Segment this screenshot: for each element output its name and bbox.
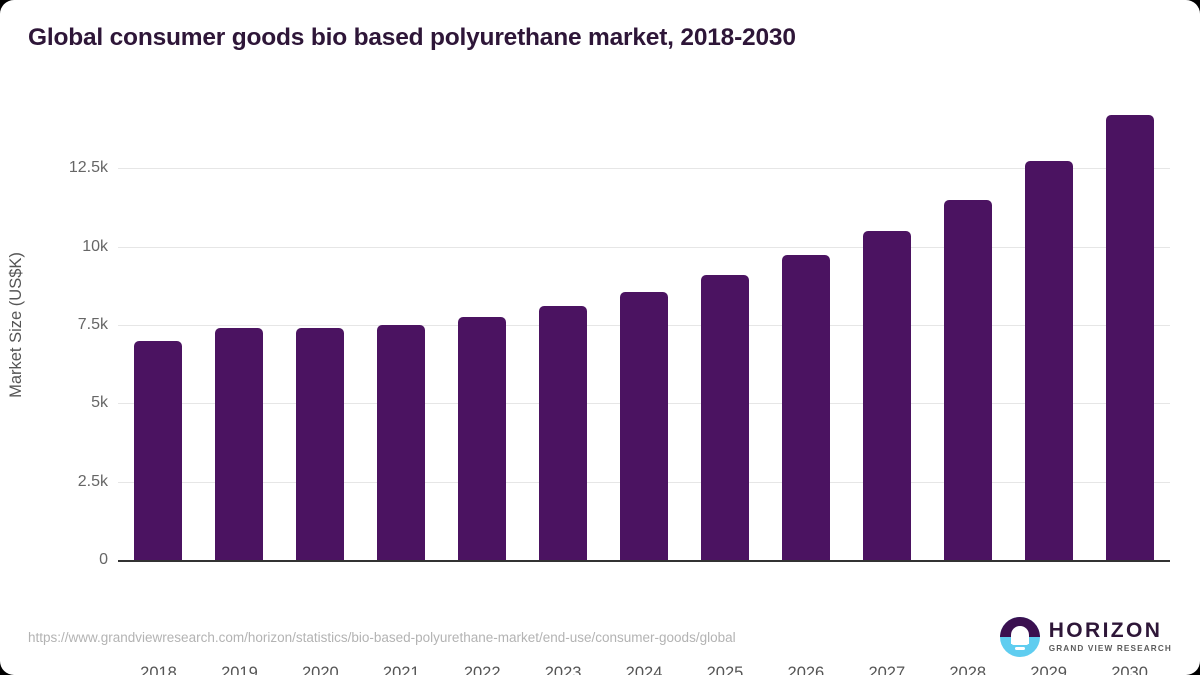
x-tick-label-2022: 2022: [463, 664, 501, 675]
x-tick-label-2023: 2023: [544, 664, 582, 675]
y-tick-label: 12.5k: [68, 159, 108, 177]
logo-name: HORIZON: [1048, 619, 1163, 643]
y-tick-label: 7.5k: [77, 316, 108, 333]
logo-text-block: HORIZON GRAND VIEW RESEARCH: [1049, 620, 1172, 653]
source-url[interactable]: https://www.grandviewresearch.com/horizo…: [28, 630, 736, 645]
logo-line-lower: [1014, 647, 1025, 650]
gridline: [118, 168, 1170, 170]
x-tick-label-2020: 2020: [301, 664, 339, 675]
x-axis-line: [118, 560, 1170, 562]
x-tick-label-2026: 2026: [787, 664, 825, 675]
logo-line-upper: [1011, 642, 1028, 645]
bar-2019[interactable]: [215, 328, 264, 560]
bar-2021[interactable]: [377, 325, 426, 560]
bar-2020[interactable]: [296, 328, 345, 560]
horizon-logo: HORIZON GRAND VIEW RESEARCH: [999, 616, 1172, 658]
gridline: [118, 246, 1170, 248]
bar-2023[interactable]: [539, 306, 588, 560]
bar-2022[interactable]: [458, 317, 507, 560]
plot-area: 2018 2019 2020 2021 2022 2023 2024 2025 2026 2027…: [118, 90, 1170, 675]
bar-2026[interactable]: [781, 254, 830, 560]
x-tick-label-2029: 2029: [1030, 664, 1067, 675]
bar-2030[interactable]: [1105, 115, 1154, 560]
logo-dome-shape: [1010, 626, 1029, 644]
y-tick-label: 2.5k: [77, 472, 108, 490]
page-title: Global consumer goods bio based polyuret…: [28, 24, 796, 51]
bar-2018[interactable]: [134, 340, 183, 560]
x-tick-label-2025: 2025: [706, 664, 744, 675]
y-tick-label: 5k: [91, 394, 108, 412]
bar-2024[interactable]: [620, 292, 668, 560]
horizon-circle-icon: [999, 617, 1040, 657]
x-tick-label-2019: 2019: [221, 664, 258, 675]
y-tick-label: 10k: [82, 237, 108, 255]
x-tick-label-2030: 2030: [1111, 664, 1148, 675]
x-tick-label-2021: 2021: [382, 664, 420, 675]
bar-2027[interactable]: [862, 231, 911, 560]
logo-tagline: GRAND VIEW RESEARCH: [1048, 644, 1172, 654]
y-tick-label: 0: [99, 551, 108, 568]
x-tick-label-2028: 2028: [949, 664, 987, 675]
y-axis-tick-labels: 0 2.5k 5k 7.5k 10k 12.5k: [0, 0, 108, 675]
x-tick-label-2018: 2018: [140, 664, 177, 675]
bar-2025[interactable]: [700, 274, 749, 560]
bar-2028[interactable]: [943, 199, 992, 560]
x-tick-label-2024: 2024: [625, 664, 663, 675]
bar-2029[interactable]: [1024, 160, 1073, 560]
x-tick-label-2027: 2027: [868, 664, 906, 675]
